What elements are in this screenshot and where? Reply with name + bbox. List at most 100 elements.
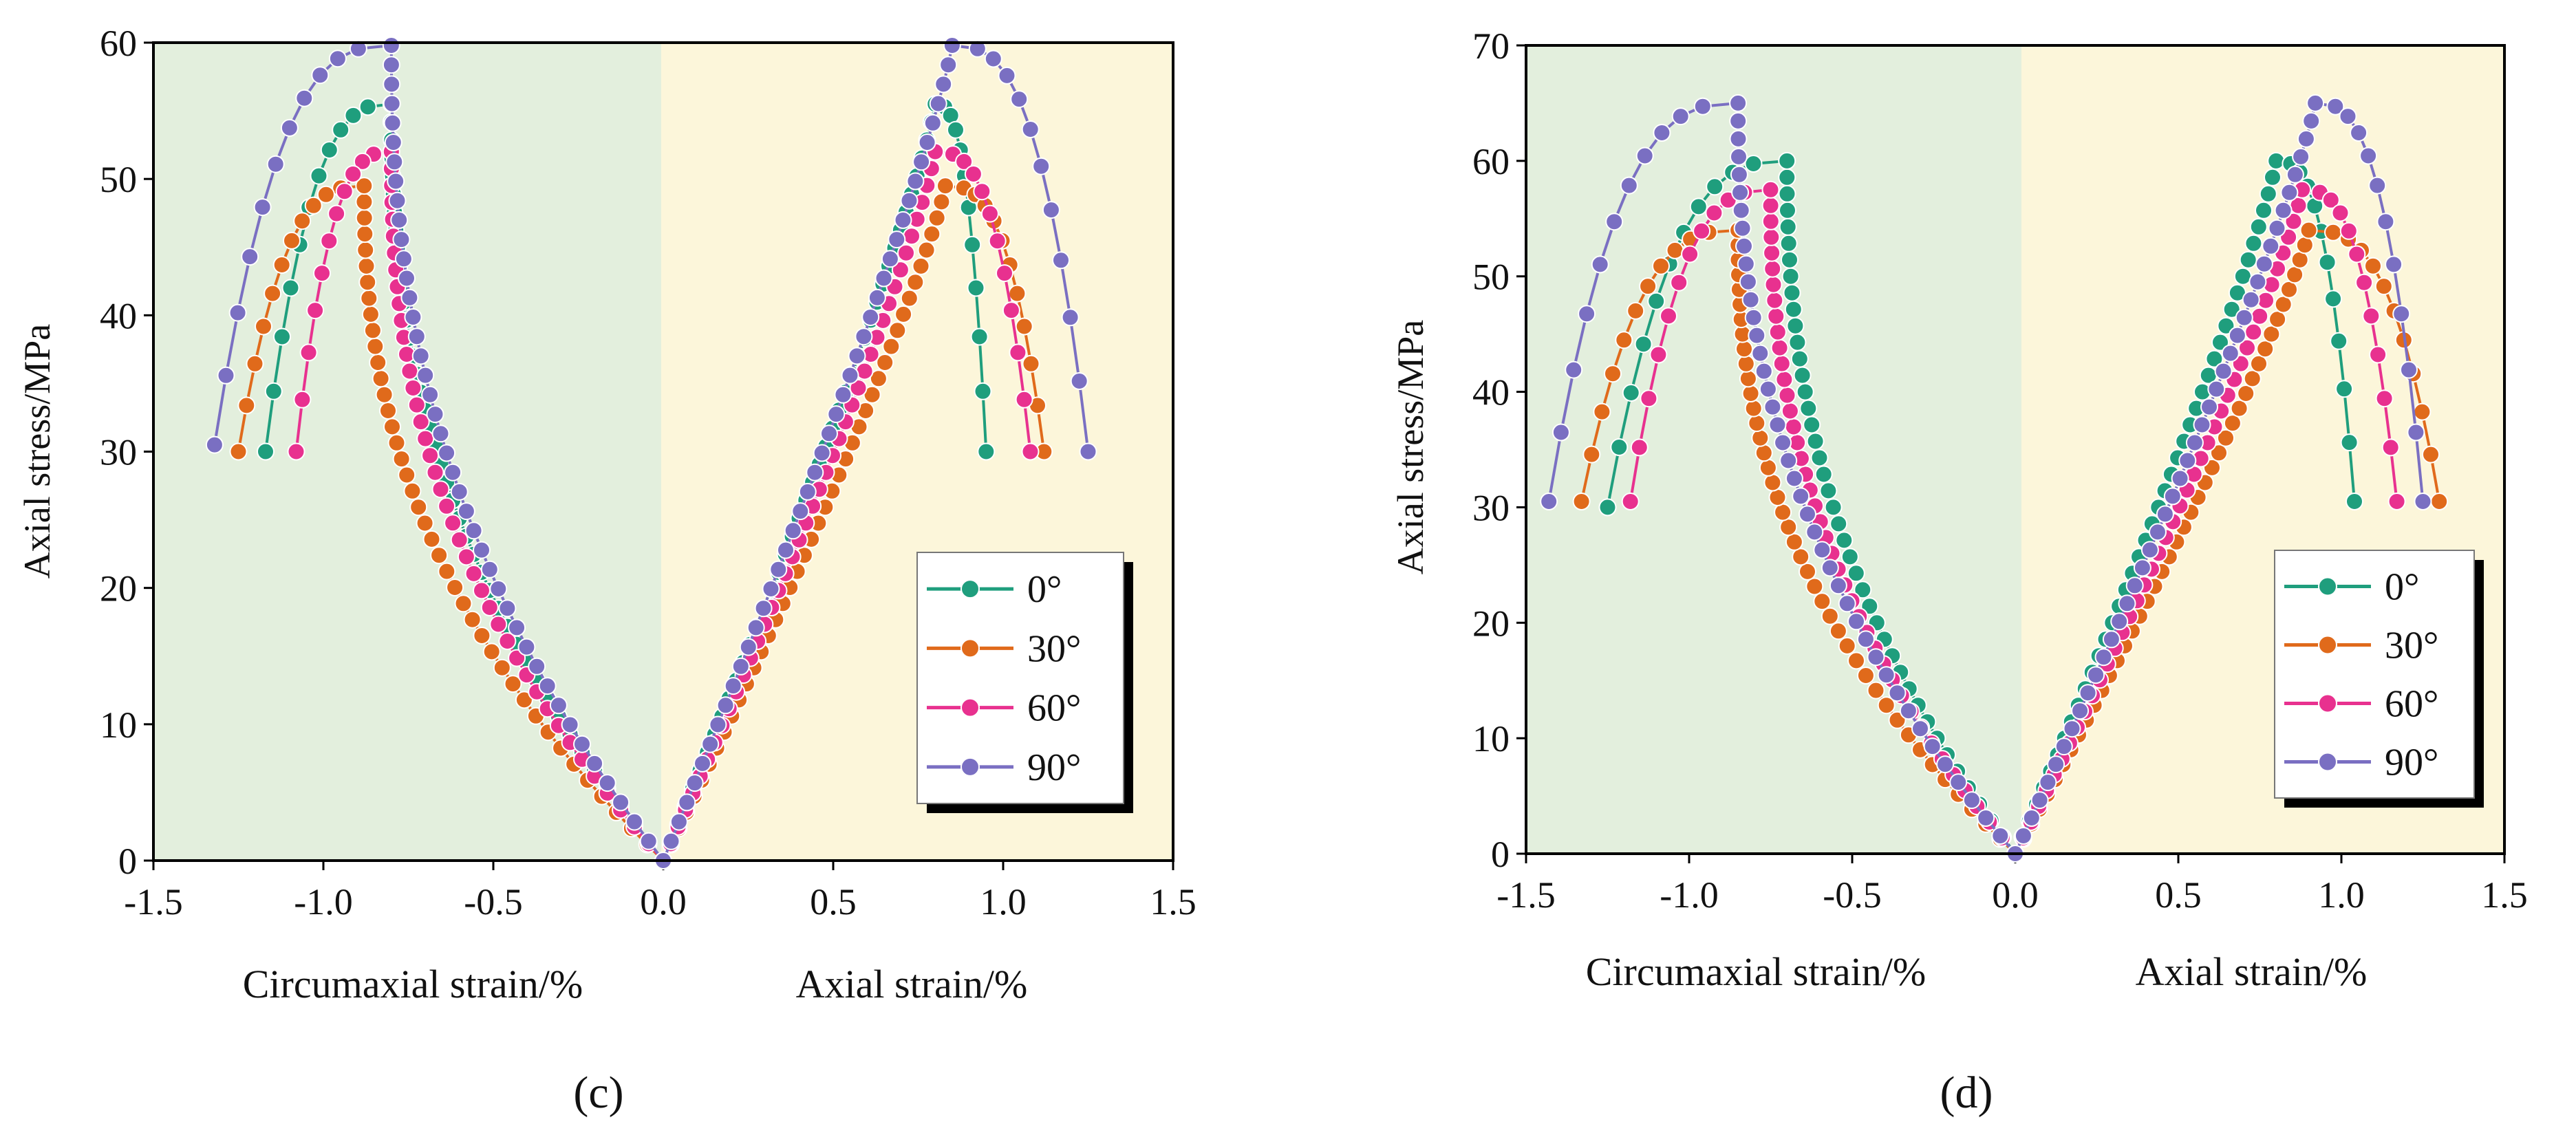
axial-point	[2251, 307, 2269, 325]
bg-circumaxial	[1526, 45, 2021, 854]
circ-point	[1754, 362, 1773, 380]
axial-point	[970, 327, 989, 346]
circ-point	[489, 615, 508, 634]
axial-point	[701, 735, 720, 753]
circ-point	[1689, 197, 1708, 216]
circ-point	[1775, 370, 1794, 389]
axial-point	[798, 482, 817, 501]
circ-point	[369, 354, 387, 371]
circ-point	[1814, 465, 1833, 484]
circ-point	[1911, 720, 1929, 738]
circ-point	[1779, 201, 1796, 219]
axial-point	[2306, 94, 2325, 112]
axial-point	[678, 793, 696, 812]
axial-point	[923, 225, 941, 244]
axial-point	[2237, 385, 2255, 402]
x-tick-label: -0.5	[1823, 874, 1881, 916]
y-tick-label: 50	[100, 159, 137, 200]
circ-point	[1759, 458, 1777, 477]
circ-point	[1652, 257, 1670, 275]
axial-point	[2250, 354, 2268, 373]
legend-label: 30°	[1027, 627, 1081, 670]
axial-point	[2102, 630, 2121, 649]
axial-point	[977, 442, 996, 461]
x-tick-label: 0.0	[640, 881, 687, 922]
axial-point	[967, 279, 985, 297]
circ-point	[1660, 307, 1677, 325]
circ-point	[1635, 147, 1654, 165]
circ-point	[299, 343, 318, 362]
circ-point	[1578, 305, 1596, 323]
circ-point	[1778, 151, 1796, 170]
axial-point	[900, 191, 919, 210]
circ-point	[1748, 326, 1766, 345]
circ-point	[358, 273, 377, 292]
legend-label: 0°	[1027, 568, 1062, 611]
axial-point	[1021, 442, 1040, 461]
circ-point	[1867, 648, 1885, 667]
axial-point	[2364, 257, 2382, 275]
circ-point	[1620, 176, 1638, 195]
axial-point	[968, 39, 987, 58]
axial-point	[980, 204, 999, 223]
axial-point	[912, 257, 930, 275]
axial-point	[2171, 469, 2189, 488]
axial-point	[1052, 251, 1070, 270]
axial-point	[929, 94, 947, 113]
axial-point	[2335, 380, 2354, 398]
axial-point	[669, 812, 688, 831]
axial-point	[716, 696, 735, 715]
axial-point	[2392, 305, 2411, 323]
axial-point	[731, 657, 750, 676]
axial-point	[2414, 493, 2432, 510]
circ-point	[228, 303, 247, 322]
axial-point	[2242, 290, 2260, 309]
circ-point	[1867, 681, 1885, 700]
circ-point	[1796, 382, 1814, 401]
circ-point	[561, 715, 579, 734]
circ-point	[1768, 323, 1787, 341]
circ-point	[1729, 129, 1748, 148]
axial-point	[2385, 255, 2403, 274]
circ-point	[598, 774, 616, 792]
y-tick-label: 0	[1491, 834, 1510, 875]
axial-point	[894, 305, 913, 323]
circ-point	[1770, 338, 1789, 357]
circ-point	[1806, 432, 1825, 451]
circ-point	[1605, 213, 1624, 231]
y-tick-label: 30	[100, 432, 137, 473]
circ-point	[1813, 592, 1832, 611]
circ-point	[1751, 429, 1770, 447]
axial-point	[2094, 648, 2113, 667]
axial-point	[2054, 737, 2073, 756]
circ-point	[517, 638, 536, 656]
axial-point	[1010, 90, 1029, 109]
axial-point	[874, 269, 893, 288]
panel-label: (d)	[1940, 1068, 1993, 1118]
circ-point	[1778, 168, 1796, 186]
circ-point	[1706, 177, 1724, 196]
circ-point	[344, 106, 363, 125]
x-tick-label: 1.5	[2481, 874, 2528, 916]
circ-point	[625, 812, 643, 831]
circ-point	[416, 514, 434, 532]
x-tick-label: 1.5	[1150, 881, 1196, 922]
circ-point	[253, 198, 272, 217]
axial-point	[2302, 111, 2321, 130]
circ-point	[438, 562, 456, 581]
circ-point	[1732, 201, 1750, 219]
circ-point	[1768, 488, 1787, 506]
circ-point	[573, 735, 591, 753]
circ-point	[1799, 562, 1816, 581]
axial-point	[2185, 433, 2204, 452]
circ-point	[1829, 622, 1847, 640]
circ-point	[463, 610, 482, 629]
axial-point	[2295, 236, 2314, 255]
circ-point	[1847, 612, 1865, 631]
legend-marker	[2318, 635, 2337, 655]
circ-point	[1754, 444, 1773, 462]
axial-point	[2211, 333, 2229, 352]
x-tick-label: 0.5	[2155, 874, 2202, 916]
circ-point	[257, 442, 275, 461]
axial-point	[2362, 307, 2381, 325]
